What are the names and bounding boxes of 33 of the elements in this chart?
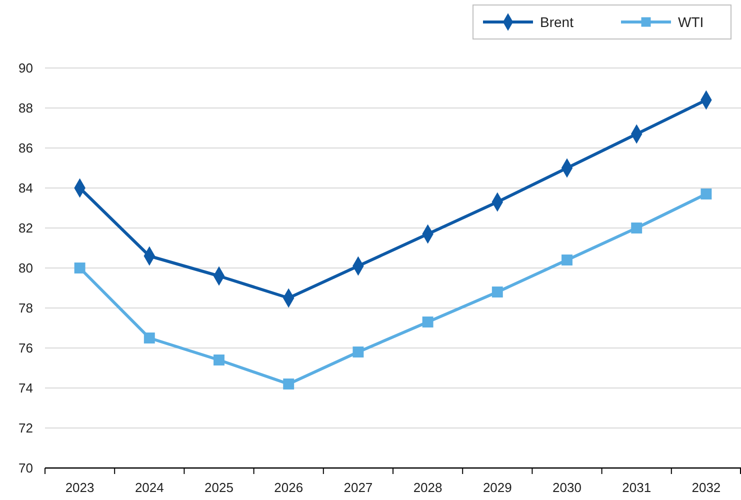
x-tick-label: 2027 [344, 480, 373, 495]
point [562, 254, 572, 266]
y-tick-label: 76 [18, 340, 33, 356]
point [352, 346, 364, 358]
y-tick-label: 88 [18, 100, 33, 116]
x-tick-label: 2031 [622, 480, 652, 495]
legend-label: Brent [540, 14, 574, 30]
x-tick-label: 2026 [274, 480, 304, 495]
y-tick-label: 90 [18, 60, 33, 76]
y-tick-label: 70 [18, 460, 33, 476]
y-tick-label: 84 [18, 180, 33, 196]
legend-label: WTI [678, 14, 704, 30]
y-tick-label: 86 [18, 140, 33, 156]
y-tick-label: 74 [18, 380, 33, 396]
point [214, 354, 224, 366]
x-tick-label: 2024 [134, 480, 164, 495]
y-tick-label: 78 [18, 300, 33, 316]
x-tick-label: 2025 [204, 480, 234, 495]
x-tick-label: 2032 [692, 480, 721, 495]
x-tick-label: 2029 [482, 480, 512, 495]
x-tick-label: 2023 [65, 480, 94, 495]
point [422, 316, 434, 328]
point [144, 332, 155, 344]
x-tick-label: 2030 [552, 480, 582, 495]
x-tick-label: 2028 [413, 480, 442, 495]
point [74, 262, 86, 274]
y-tick-label: 82 [18, 220, 33, 236]
y-tick-label: 72 [18, 420, 33, 436]
point [631, 222, 642, 234]
point [283, 378, 294, 390]
y-tick-label: 80 [18, 260, 33, 276]
point [700, 188, 712, 200]
point [492, 286, 503, 298]
